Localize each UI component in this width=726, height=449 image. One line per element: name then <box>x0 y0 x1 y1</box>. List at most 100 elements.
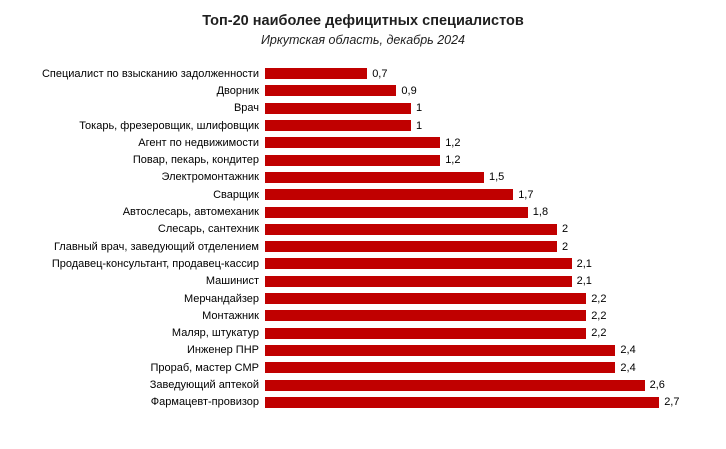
bar-row: Специалист по взысканию задолженности 0,7 <box>0 65 703 82</box>
bar <box>265 293 587 305</box>
bar-track: 2,2 <box>265 325 703 342</box>
bar <box>265 379 645 391</box>
bar <box>265 396 660 408</box>
bar-track: 1,5 <box>265 169 703 186</box>
value-label: 0,9 <box>401 84 417 97</box>
bar-row: Электромонтажник 1,5 <box>0 169 703 186</box>
bar-row: Сварщик 1,7 <box>0 186 703 203</box>
bar-track: 1,2 <box>265 152 703 169</box>
bar-track: 2,4 <box>265 359 703 376</box>
bar-row: Врач 1 <box>0 100 703 117</box>
category-label: Повар, пекарь, кондитер <box>132 154 259 167</box>
bar <box>265 344 616 356</box>
category-label: Инженер ПНР <box>186 344 259 357</box>
category-label: Электромонтажник <box>161 171 259 184</box>
category-label: Фармацевт-провизор <box>150 396 259 409</box>
bar-row: Фармацевт-провизор 2,7 <box>0 394 703 411</box>
category-label: Маляр, штукатур <box>171 327 259 340</box>
bar-track: 2,1 <box>265 273 703 290</box>
bar-row: Продавец-консультант, продавец-кассир 2,1 <box>0 255 703 272</box>
chart-header: Топ-20 наиболее дефицитных специалистов … <box>0 13 726 47</box>
category-label: Врач <box>233 102 259 115</box>
bar-track: 2,7 <box>265 394 703 411</box>
category-label: Агент по недвижимости <box>138 136 259 149</box>
value-label: 2,4 <box>620 361 636 374</box>
bar-row: Прораб, мастер СМР 2,4 <box>0 359 703 376</box>
value-label: 2 <box>561 223 569 236</box>
bar-row: Главный врач, заведующий отделением 2 <box>0 238 703 255</box>
value-label: 2,7 <box>664 396 680 409</box>
chart-title: Топ-20 наиболее дефицитных специалистов <box>202 13 524 29</box>
value-label: 2,4 <box>620 344 636 357</box>
bar-row: Дворник 0,9 <box>0 82 703 99</box>
bar <box>265 310 587 322</box>
bar-track: 1,2 <box>265 134 703 151</box>
value-label: 1,7 <box>518 188 534 201</box>
bar-row: Слесарь, сантехник 2 <box>0 221 703 238</box>
bar <box>265 85 397 97</box>
category-label: Дворник <box>216 84 259 97</box>
bar-row: Монтажник 2,2 <box>0 307 703 324</box>
category-label: Специалист по взысканию задолженности <box>41 67 259 80</box>
bar <box>265 206 528 218</box>
bar <box>265 362 616 374</box>
value-label: 1 <box>415 102 423 115</box>
category-label: Главный врач, заведующий отделением <box>53 240 259 253</box>
value-label: 0,7 <box>372 67 388 80</box>
value-label: 2,6 <box>649 379 665 392</box>
bar <box>265 189 514 201</box>
value-label: 1 <box>415 119 423 132</box>
category-label: Монтажник <box>202 309 259 322</box>
bar <box>265 241 557 253</box>
bar-track: 2,2 <box>265 307 703 324</box>
bar-row: Инженер ПНР 2,4 <box>0 342 703 359</box>
value-label: 2 <box>561 240 569 253</box>
value-label: 2,1 <box>576 275 592 288</box>
bar-track: 2,6 <box>265 376 703 393</box>
bar <box>265 275 572 287</box>
bar-track: 1 <box>265 100 703 117</box>
value-label: 2,2 <box>591 327 607 340</box>
bar-row: Токарь, фрезеровщик, шлифовщик 1 <box>0 117 703 134</box>
bar-track: 1,8 <box>265 203 703 220</box>
bar <box>265 171 484 183</box>
category-label: Токарь, фрезеровщик, шлифовщик <box>79 119 259 132</box>
bar-track: 0,9 <box>265 82 703 99</box>
bar-track: 2,2 <box>265 290 703 307</box>
bar-chart: Специалист по взысканию задолженности 0,7… <box>0 65 726 411</box>
bar-track: 2 <box>265 221 703 238</box>
bar-track: 2 <box>265 238 703 255</box>
bar <box>265 154 441 166</box>
bar <box>265 120 411 132</box>
category-label: Продавец-консультант, продавец-кассир <box>51 257 259 270</box>
value-label: 1,5 <box>489 171 505 184</box>
bar-row: Мерчандайзер 2,2 <box>0 290 703 307</box>
bar <box>265 68 368 80</box>
category-label: Прораб, мастер СМР <box>150 361 260 374</box>
bar-track: 1 <box>265 117 703 134</box>
chart-subtitle: Иркутская область, декабрь 2024 <box>260 32 466 47</box>
bar-track: 0,7 <box>265 65 703 82</box>
bar-row: Агент по недвижимости 1,2 <box>0 134 703 151</box>
bar-row: Машинист 2,1 <box>0 273 703 290</box>
bar <box>265 327 587 339</box>
category-label: Автослесарь, автомеханик <box>122 206 259 219</box>
value-label: 1,2 <box>445 136 461 149</box>
value-label: 2,2 <box>591 292 607 305</box>
value-label: 1,2 <box>445 154 461 167</box>
bar-track: 2,4 <box>265 342 703 359</box>
bar <box>265 223 557 235</box>
category-label: Мерчандайзер <box>183 292 259 305</box>
category-label: Машинист <box>205 275 259 288</box>
bar <box>265 102 411 114</box>
category-label: Заведующий аптекой <box>149 379 259 392</box>
value-label: 2,1 <box>576 257 592 270</box>
bar-track: 2,1 <box>265 255 703 272</box>
bar <box>265 258 572 270</box>
category-label: Сварщик <box>213 188 259 201</box>
bar-track: 1,7 <box>265 186 703 203</box>
bar <box>265 137 441 149</box>
bar-row: Заведующий аптекой 2,6 <box>0 376 703 393</box>
bar-row: Автослесарь, автомеханик 1,8 <box>0 203 703 220</box>
